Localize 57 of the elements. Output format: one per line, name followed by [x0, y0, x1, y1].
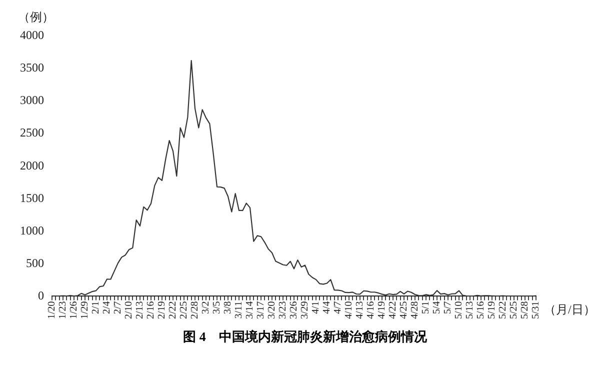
x-tick-label: 5/22 — [498, 301, 509, 320]
x-tick-label: 4/10 — [344, 301, 355, 320]
y-tick-label: 4000 — [20, 28, 44, 42]
x-tick-label: 1/26 — [68, 301, 80, 320]
x-tick-label: 5/19 — [486, 301, 498, 320]
x-tick-label: 3/14 — [244, 301, 256, 320]
x-tick-label: 5/25 — [508, 301, 520, 320]
x-tick-label: 3/17 — [256, 301, 267, 320]
x-tick-label: 1/23 — [58, 301, 69, 320]
x-tick-label: 4/19 — [376, 301, 388, 320]
y-tick-label: 1000 — [20, 223, 44, 238]
x-tick-label: 2/19 — [156, 301, 168, 320]
x-tick-label: 2/10 — [124, 301, 135, 320]
x-tick-label: 4/13 — [354, 301, 366, 320]
x-tick-label: 2/16 — [146, 301, 157, 320]
x-tick-label: 3/11 — [234, 301, 245, 319]
x-tick-label: 5/16 — [476, 301, 487, 320]
x-tick-label: 2/25 — [178, 301, 190, 320]
x-tick-label: 1/20 — [46, 301, 58, 320]
x-tick-label: 1/29 — [80, 301, 91, 320]
x-tick-label: 3/29 — [300, 301, 311, 320]
x-tick-label: 3/26 — [288, 301, 300, 320]
x-tick-label: 4/7 — [332, 301, 344, 314]
x-tick-label: 4/1 — [310, 301, 322, 314]
x-tick-label: 5/31 — [530, 301, 542, 320]
x-tick-label: 5/4 — [432, 301, 443, 314]
x-tick-label: 2/1 — [90, 301, 102, 314]
y-tick-label: 3500 — [20, 60, 44, 75]
x-tick-label: 4/22 — [388, 301, 399, 320]
y-tick-label: 2500 — [20, 126, 44, 140]
x-tick-label: 3/20 — [266, 301, 278, 320]
x-tick-label: 5/28 — [520, 301, 531, 320]
y-tick-label: 3000 — [20, 93, 44, 108]
x-tick-label: 3/23 — [278, 301, 289, 320]
x-tick-label: 3/5 — [212, 301, 223, 314]
x-tick-label: 2/13 — [134, 301, 146, 320]
x-tick-label: 5/1 — [420, 301, 432, 314]
x-tick-label: 4/4 — [322, 301, 333, 314]
x-tick-label: 5/7 — [442, 301, 454, 314]
x-tick-label: 2/22 — [168, 301, 179, 320]
y-axis-title: （例） — [18, 10, 54, 24]
y-tick-label: 1500 — [20, 190, 44, 205]
text: 图 4 中国境内新冠肺炎新增治愈病例情况 — [182, 328, 428, 346]
x-tick-label: 2/28 — [190, 301, 201, 320]
x-axis-title: （月/日） — [544, 302, 596, 316]
x-tick-label: 2/7 — [112, 301, 124, 314]
x-tick-label: 4/28 — [410, 301, 421, 320]
y-tick-label: 2000 — [20, 158, 44, 172]
x-tick-label: 5/13 — [464, 301, 476, 320]
x-tick-label: 3/8 — [222, 301, 234, 314]
x-tick-label: 2/4 — [102, 301, 113, 314]
y-tick-label: 500 — [26, 256, 44, 270]
x-tick-label: 5/10 — [454, 301, 465, 320]
y-tick-label: 0 — [38, 288, 44, 302]
x-tick-label: 4/25 — [398, 301, 410, 320]
x-tick-label: 4/16 — [366, 301, 377, 320]
x-tick-label: 3/2 — [200, 301, 212, 314]
